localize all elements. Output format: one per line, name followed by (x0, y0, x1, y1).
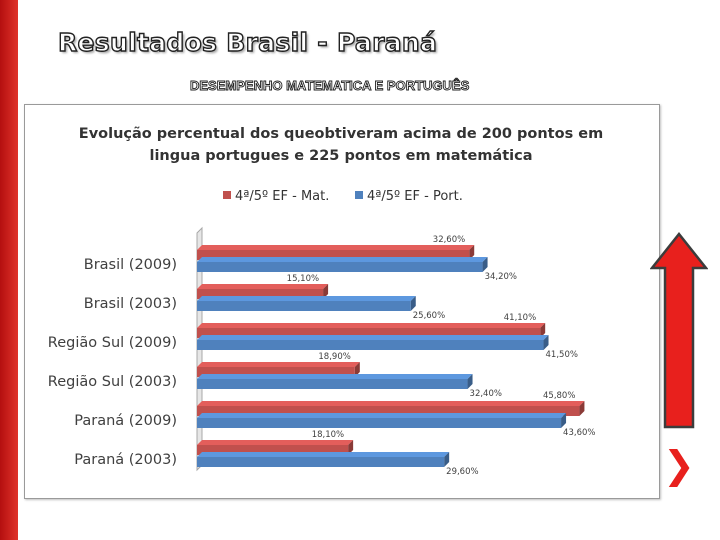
chart-frame: Evolução percentual dos queobtiveram aci… (24, 104, 660, 499)
bar-top-port (197, 296, 416, 301)
bar-port (197, 301, 411, 311)
data-label-mat: 32,60% (433, 235, 465, 245)
bar-top-port (197, 374, 473, 379)
bar-end-port (467, 374, 473, 389)
chart-title: Evolução percentual dos queobtiveram aci… (79, 126, 603, 164)
bar-end-mat (348, 440, 354, 455)
bar-top-port (197, 413, 567, 418)
data-label-port: 29,60% (446, 467, 478, 477)
data-label-port: 34,20% (485, 272, 517, 282)
data-label-mat: 15,10% (287, 274, 319, 284)
bar-end-mat (540, 323, 546, 338)
chart-title-line-1: Evolução percentual dos queobtiveram aci… (79, 126, 603, 142)
slide-title: Resultados Brasil - Paraná (57, 27, 438, 57)
bar-top-port (197, 452, 450, 457)
data-label-port: 41,50% (546, 350, 578, 360)
category-label: Paraná (2009) (74, 413, 177, 429)
bar-mat (197, 289, 324, 299)
category-label: Região Sul (2003) (48, 374, 177, 390)
bar-top-mat (197, 401, 585, 406)
left-accent-bar (0, 0, 18, 540)
category-label: Brasil (2003) (84, 296, 177, 312)
chevron-right-icon[interactable]: ❯ (663, 443, 695, 487)
bar-end-mat (354, 362, 360, 377)
bar-end-mat (323, 284, 329, 299)
data-label-mat: 18,10% (312, 430, 344, 440)
bar-port (197, 262, 483, 272)
slide-subtitle: DESEMPENHO MATEMATICA E PORTUGUÊS (190, 78, 470, 94)
bar-end-port (482, 257, 488, 272)
chart-title-line-2: lingua portugues e 225 pontos em matemát… (149, 148, 532, 164)
legend-swatch-port (355, 191, 363, 199)
legend-label-mat: 4ª/5º EF - Mat. (235, 189, 329, 204)
data-label-port: 43,60% (563, 428, 595, 438)
category-label: Paraná (2003) (74, 452, 177, 468)
bar-port (197, 379, 468, 389)
bar-top-port (197, 257, 488, 262)
bar-top-mat (197, 440, 354, 445)
arrow-up-icon (650, 232, 708, 429)
legend-swatch-mat (223, 191, 231, 199)
chart-legend: 4ª/5º EF - Mat. 4ª/5º EF - Port. (223, 189, 463, 204)
data-label-port: 25,60% (413, 311, 445, 321)
bar-mat (197, 445, 349, 455)
category-label: Região Sul (2009) (48, 335, 177, 351)
bar-mat (197, 406, 580, 416)
bar-end-mat (469, 245, 475, 260)
bar-end-port (543, 335, 549, 350)
bar-mat (197, 328, 541, 338)
bar-port (197, 418, 562, 428)
bar-chart: Evolução percentual dos queobtiveram aci… (48, 126, 603, 477)
bar-top-mat (197, 362, 360, 367)
bar-end-port (561, 413, 567, 428)
data-label-mat: 18,90% (318, 352, 350, 362)
bar-end-mat (579, 401, 585, 416)
category-label: Brasil (2009) (84, 257, 177, 273)
data-label-mat: 45,80% (543, 391, 575, 401)
bar-mat (197, 367, 355, 377)
bar-top-mat (197, 284, 329, 289)
bar-mat (197, 250, 470, 260)
plot-area: Brasil (2009) 32,60% 34,20% Brasil (2003) 15… (48, 226, 595, 477)
bar-top-mat (197, 323, 546, 328)
legend-label-port: 4ª/5º EF - Port. (367, 189, 463, 204)
bar-top-port (197, 335, 549, 340)
data-label-mat: 41,10% (504, 313, 536, 323)
data-label-port: 32,40% (470, 389, 502, 399)
bar-end-port (444, 452, 450, 467)
bar-end-port (410, 296, 416, 311)
bar-top-mat (197, 245, 475, 250)
bar-port (197, 340, 544, 350)
bar-port (197, 457, 445, 467)
